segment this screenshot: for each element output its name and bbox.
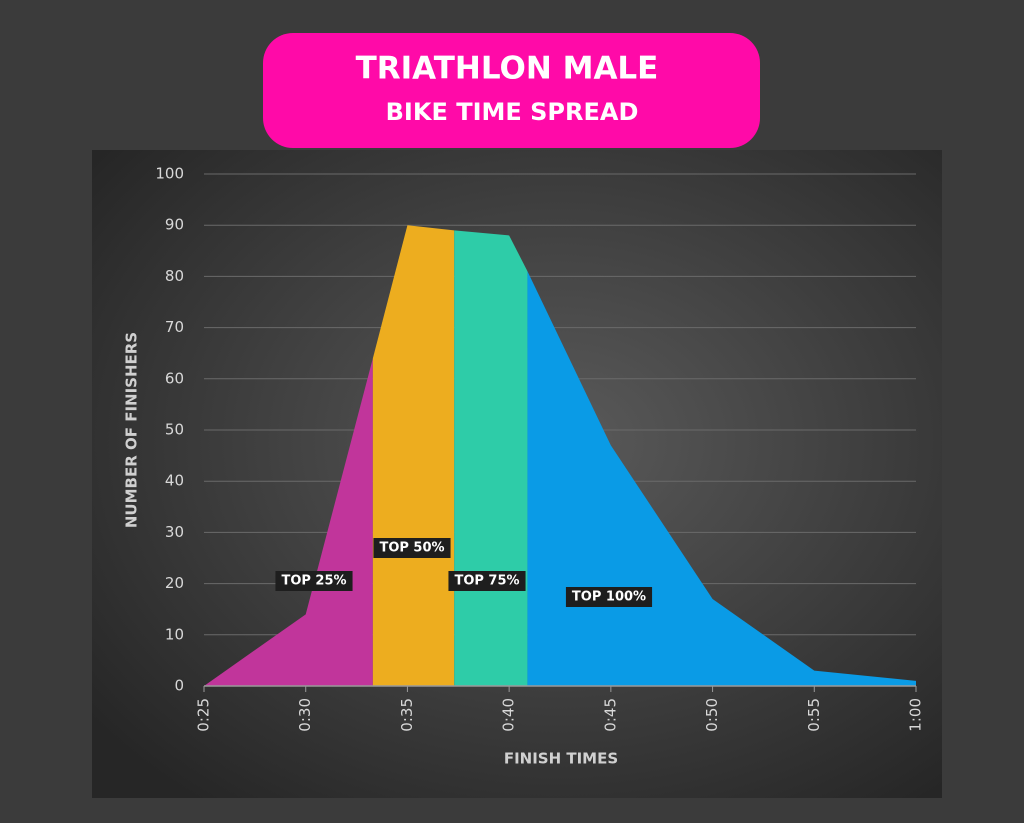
label-box [565, 587, 653, 607]
y-tick-label: 0 [174, 677, 184, 695]
y-tick-label: 70 [165, 318, 184, 336]
x-tick-label: 0:25 [195, 698, 213, 732]
legend-label: TOP 25% [281, 574, 346, 589]
area [527, 271, 916, 686]
y-tick-label: 60 [165, 369, 184, 387]
y-tick-label: 40 [165, 472, 184, 490]
series-label: TOP 50% [373, 538, 451, 558]
y-axis-label: NUMBER OF FINISHERS [123, 332, 141, 528]
y-tick-label: 50 [165, 421, 184, 439]
x-tick-label: 0:30 [296, 698, 314, 732]
x-tick-label: 0:55 [805, 698, 823, 732]
legend-label: TOP 50% [379, 541, 444, 556]
x-tick-label: 1:00 [907, 698, 925, 732]
x-tick-label: 0:40 [500, 698, 518, 732]
area [372, 225, 455, 686]
x-tick-label: 0:45 [601, 698, 619, 732]
y-tick-label: 20 [165, 574, 184, 592]
series-label: TOP 75% [448, 571, 526, 591]
area [204, 358, 373, 686]
x-tick-label: 0:50 [703, 698, 721, 732]
y-tick-label: 10 [165, 625, 184, 643]
x-axis-label: FINISH TIMES [504, 750, 618, 768]
legend-label: TOP 75% [454, 574, 519, 589]
series-label: TOP 100% [565, 587, 653, 607]
chart-subtitle: BIKE TIME SPREAD [386, 98, 639, 126]
y-tick-label: 80 [165, 267, 184, 285]
y-tick-label: 30 [165, 523, 184, 541]
area [454, 230, 528, 686]
label-box [275, 571, 353, 591]
y-tick-label: 100 [155, 165, 184, 183]
label-box [448, 571, 526, 591]
x-tick-label: 0:35 [398, 698, 416, 732]
y-tick-label: 90 [165, 216, 184, 234]
series-label: TOP 25% [275, 571, 353, 591]
title-box [263, 33, 760, 148]
label-box [373, 538, 451, 558]
legend-label: TOP 100% [572, 590, 646, 605]
chart-title: TRIATHLON MALE [356, 51, 659, 87]
